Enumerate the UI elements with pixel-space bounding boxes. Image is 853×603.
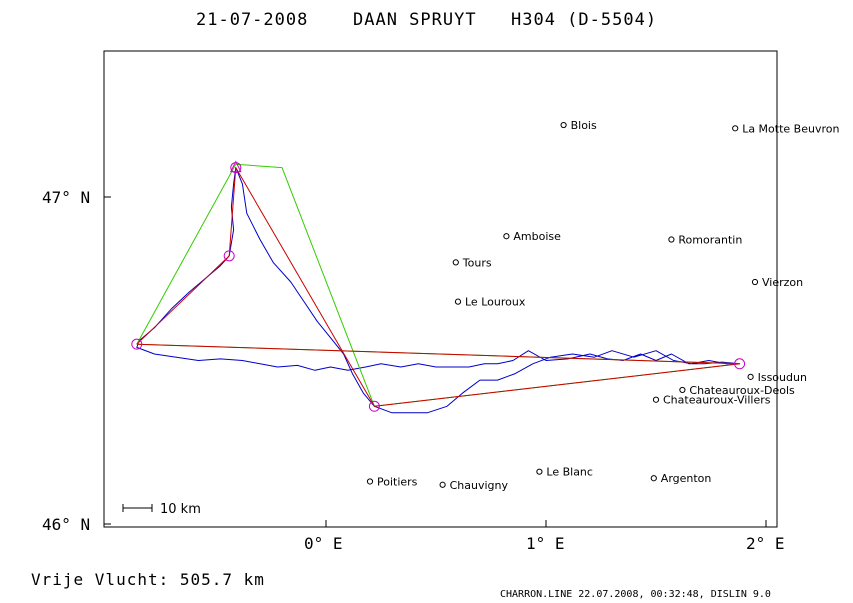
turnpoint-markers [131,160,746,412]
city-label: Chauvigny [450,479,509,492]
city-dot [439,481,446,488]
city-dot [679,386,686,394]
distance-summary: Vrije Vlucht: 505.7 km [31,570,265,589]
city-dot [732,125,739,132]
city-label: Le Louroux [465,296,526,309]
city-label: Tours [462,256,492,269]
city-dot [503,233,510,240]
city-dot [452,259,459,266]
city-dot [454,298,462,305]
flight-lines [136,163,741,414]
city-dot [650,475,657,482]
city-label: Vierzon [762,276,803,289]
city-dot [747,373,754,380]
city-label: Amboise [513,230,561,243]
flight-track [136,167,740,414]
x-axis-ticks [325,520,767,527]
footer-credit: CHARRON.LINE 22.07.2008, 00:32:48, DISLI… [500,589,771,600]
map-frame [103,50,778,528]
city-label: La Motte Beuvron [742,122,839,135]
city-label: Chateauroux-Villers [663,394,771,407]
x-label-2: 2° E [746,534,785,553]
pilot-name: DAAN SPRUYT [353,10,477,30]
city-dot [652,396,660,403]
x-label-0: 0° E [304,534,343,553]
city-label: Argenton [661,472,712,485]
city-label: Romorantin [678,234,742,247]
city-dot [366,478,374,485]
city-label: Poitiers [377,475,418,488]
city-dot [751,278,759,286]
city-dot [536,468,543,475]
flight-date: 21-07-2008 [196,10,308,30]
y-label-47: 47° N [42,188,90,207]
task-line-red [136,167,741,407]
task-line-green [136,163,741,407]
city-label: Issoudun [758,371,807,384]
city-label: Chateauroux-Deols [689,384,795,397]
city-label: Blois [571,119,597,132]
turnpoint-circle [131,338,143,350]
glider-id: H304 (D-5504) [511,10,657,30]
city-dot [668,236,675,243]
turnpoint-circle [734,358,746,370]
y-label-46: 46° N [42,515,90,534]
city-label: Le Blanc [546,466,593,479]
turnpoint-circle [368,400,380,412]
turnpoint-triangle [229,160,242,173]
city-dot [560,121,567,129]
x-label-1: 1° E [526,534,565,553]
city-markers: Blois La Motte Beuvron Amboise Romorantin To… [366,119,839,492]
scale-label: 10 km [160,502,201,517]
y-axis-ticks [104,196,111,525]
scale-bar: 10 km [122,502,201,517]
turnpoint-circle [223,250,235,262]
